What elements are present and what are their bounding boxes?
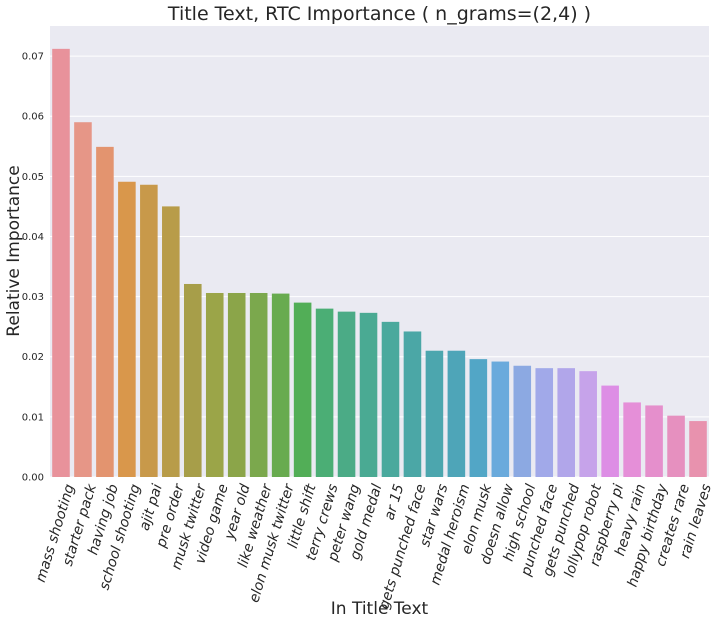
y-tick-label: 0.00 — [22, 473, 44, 484]
gridlines — [50, 55, 709, 478]
bar — [293, 302, 312, 477]
bar — [601, 385, 619, 477]
y-tick-label: 0.06 — [22, 112, 44, 123]
bar — [447, 350, 466, 477]
bar — [118, 181, 136, 477]
bar — [579, 371, 597, 477]
plot-background — [50, 26, 709, 477]
bar — [491, 361, 510, 477]
bar — [645, 405, 663, 477]
bar — [52, 48, 70, 477]
bar — [183, 283, 202, 477]
bar — [359, 312, 378, 477]
bar — [337, 311, 356, 477]
bars — [52, 48, 707, 478]
bar — [623, 402, 641, 477]
bar — [315, 308, 334, 477]
bar — [425, 350, 444, 477]
y-tick-label: 0.03 — [22, 292, 44, 303]
y-tick-label: 0.01 — [22, 412, 44, 423]
bar — [140, 184, 158, 477]
y-tick-labels: 0.00 0.01 0.02 0.03 0.04 0.05 0.06 0.07 — [22, 52, 44, 484]
bar — [469, 359, 488, 477]
bar — [557, 368, 576, 477]
bar — [205, 292, 224, 477]
y-axis-label: Relative Importance — [4, 165, 24, 336]
bar — [513, 365, 532, 477]
bar — [249, 292, 268, 477]
chart-title: Title Text, RTC Importance ( n_grams=(2,… — [167, 3, 591, 25]
bar — [381, 321, 400, 477]
bar — [96, 146, 114, 478]
y-tick-label: 0.05 — [22, 172, 44, 183]
bar — [271, 293, 290, 477]
bar — [403, 331, 422, 477]
bar — [667, 415, 685, 477]
bar — [227, 292, 246, 477]
bar — [535, 368, 554, 477]
bar — [689, 421, 707, 477]
y-tick-label: 0.07 — [22, 52, 44, 63]
y-tick-label: 0.04 — [22, 232, 44, 243]
y-tick-label: 0.02 — [22, 352, 44, 363]
x-axis-label: In Title Text — [331, 599, 429, 619]
bar — [74, 122, 92, 478]
bar — [162, 206, 180, 477]
